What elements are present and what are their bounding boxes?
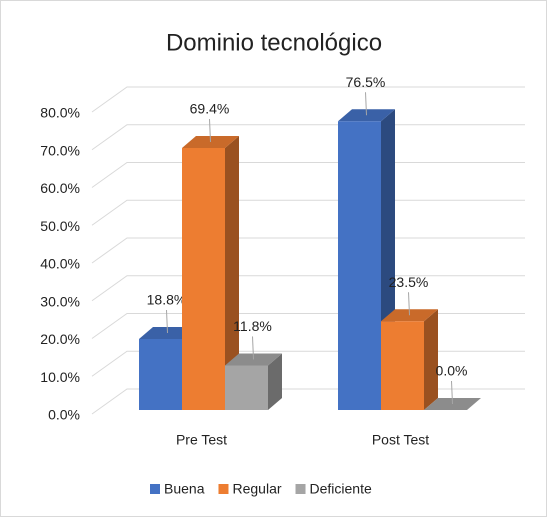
x-tick-label: Pre Test — [176, 432, 227, 448]
bar-front — [225, 365, 268, 410]
y-tick-label: 70.0% — [40, 142, 80, 158]
y-tick-label: 20.0% — [40, 331, 80, 347]
legend-label: Deficiente — [310, 481, 372, 497]
data-label: 18.8% — [147, 292, 187, 308]
y-tick-label: 30.0% — [40, 293, 80, 309]
bar — [225, 353, 282, 410]
bar-side — [424, 309, 438, 410]
bar-side — [268, 353, 282, 410]
legend-label: Regular — [232, 481, 281, 497]
legend-swatch — [218, 484, 229, 494]
data-label: 11.8% — [233, 318, 272, 334]
data-label: 76.5% — [346, 74, 386, 90]
data-label: 23.5% — [389, 274, 429, 290]
bar — [381, 309, 438, 410]
data-label: 0.0% — [436, 363, 468, 379]
y-tick-label: 80.0% — [40, 105, 80, 121]
leader-line — [166, 310, 168, 334]
y-tick-label: 60.0% — [40, 180, 80, 196]
bar — [182, 136, 239, 410]
leader-line — [209, 118, 211, 143]
leader-line — [451, 380, 453, 405]
grid-line — [91, 86, 525, 113]
y-tick-label: 0.0% — [48, 407, 80, 423]
y-tick-label: 50.0% — [40, 218, 80, 234]
x-tick-label: Post Test — [372, 432, 429, 448]
y-tick-label: 10.0% — [40, 369, 80, 385]
y-tick-label: 40.0% — [40, 256, 80, 272]
legend-swatch — [150, 484, 160, 494]
leader-line — [252, 336, 254, 360]
bar-side — [225, 136, 239, 410]
bar-front — [381, 321, 424, 410]
bar-front — [182, 148, 225, 410]
leader-line — [408, 292, 410, 316]
bar-front — [338, 121, 381, 411]
legend-label: Buena — [164, 481, 205, 497]
chart-title: Dominio tecnológico — [166, 29, 382, 56]
data-label: 69.4% — [190, 101, 230, 117]
leader-line — [365, 92, 367, 116]
bar-front — [139, 339, 182, 410]
legend-swatch — [295, 484, 306, 494]
